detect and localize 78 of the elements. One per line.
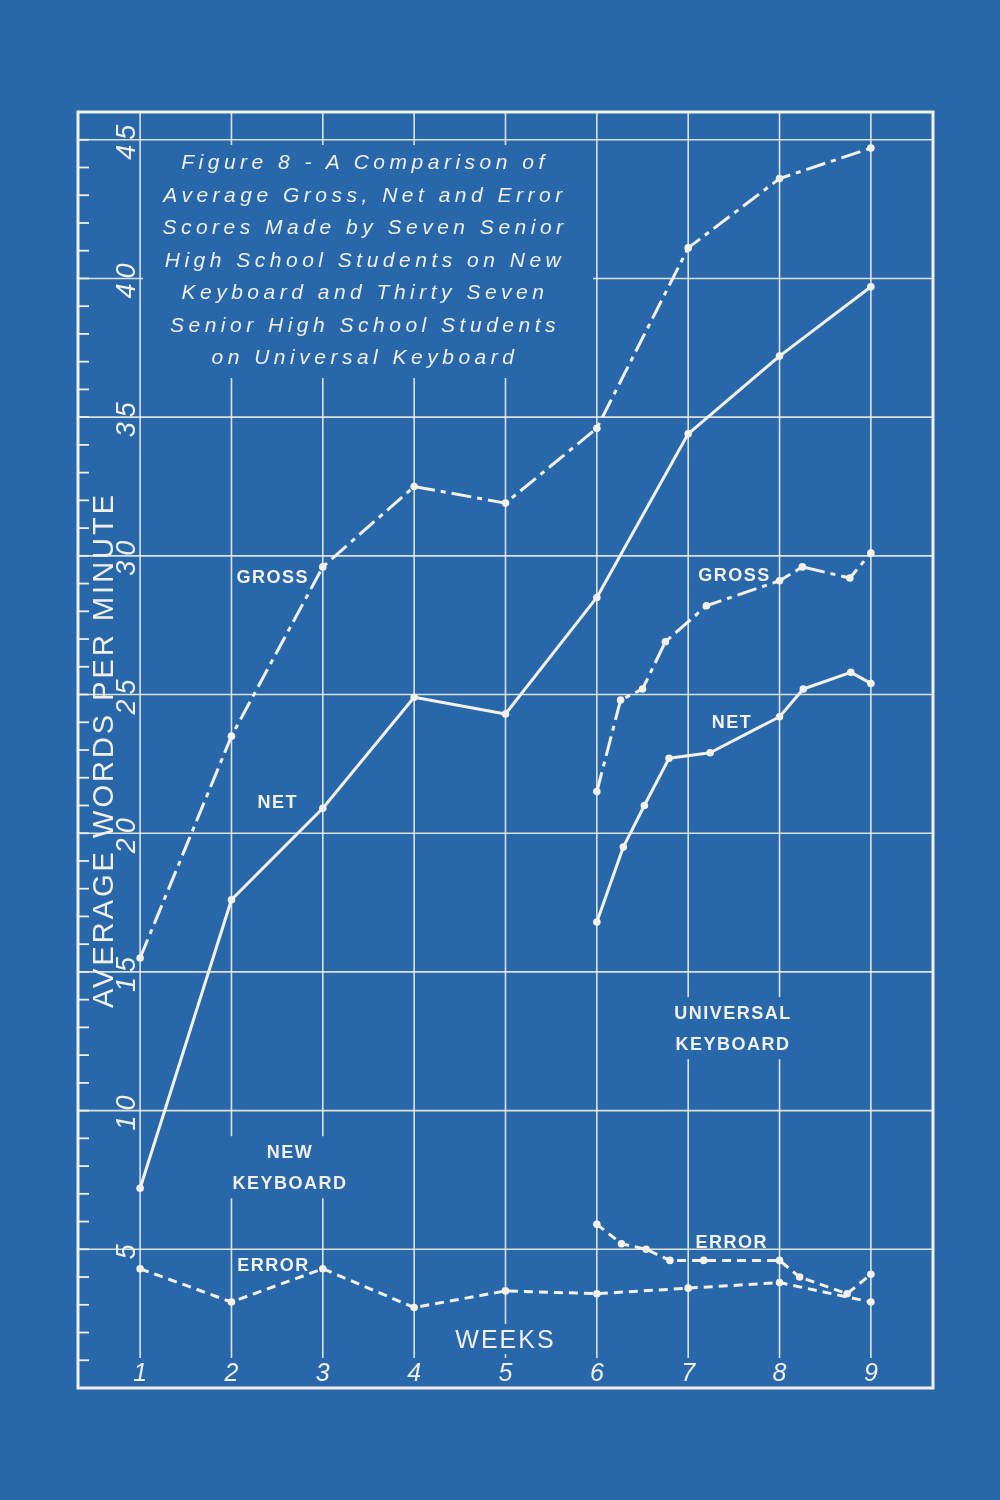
x-axis-title: WEEKS <box>455 1325 556 1353</box>
point <box>319 563 327 571</box>
point <box>775 1256 784 1265</box>
point <box>227 1298 236 1306</box>
point <box>640 801 649 810</box>
point <box>867 549 875 557</box>
x-tick-label: 6 <box>589 1358 604 1386</box>
point <box>843 1289 851 1298</box>
point <box>846 668 855 677</box>
point <box>617 1239 626 1248</box>
point <box>867 282 875 291</box>
point <box>593 1289 601 1298</box>
series-label: GROSS <box>236 566 310 587</box>
point <box>593 424 601 433</box>
point <box>410 693 418 702</box>
annotation: UNIVERSAL KEYBOARD <box>674 1002 792 1054</box>
point <box>706 748 714 757</box>
point <box>775 174 784 183</box>
point <box>867 1270 875 1279</box>
point <box>410 482 418 491</box>
x-tick-label: 3 <box>315 1358 330 1386</box>
x-tick-label: 5 <box>498 1358 513 1386</box>
x-tick-label: 4 <box>407 1358 422 1386</box>
point <box>775 576 784 585</box>
y-tick-label: 35 <box>111 397 141 438</box>
x-tick-label: 8 <box>772 1358 787 1386</box>
point <box>136 1184 144 1193</box>
point <box>593 787 601 796</box>
point <box>699 1256 708 1265</box>
series-label: GROSS <box>698 564 771 585</box>
point <box>136 954 144 962</box>
series-label: NET <box>257 792 299 813</box>
point <box>410 1303 418 1312</box>
point <box>319 804 327 813</box>
y-tick-label: 5 <box>111 1239 141 1260</box>
point <box>616 696 625 704</box>
point <box>661 638 670 646</box>
y-tick-label: 40 <box>111 258 141 299</box>
text: Figure 8 - A Comparison of Average Gross, Net and Error Scores Made by Seven Senior High School Students on New Keyboard and Thirty Seven Senior High School Students on Universal Keyboard <box>161 150 568 368</box>
point <box>775 352 784 360</box>
series-label: NET <box>711 711 753 732</box>
series-label: ERROR <box>695 1232 768 1253</box>
point <box>619 843 628 851</box>
y-tick-label: 45 <box>111 119 141 160</box>
point <box>684 1284 692 1292</box>
point <box>227 732 236 740</box>
point <box>867 1298 875 1306</box>
series-label: ERROR <box>237 1255 310 1276</box>
point <box>136 1264 144 1273</box>
x-tick-label: 9 <box>863 1358 878 1386</box>
x-tick-label: 1 <box>133 1358 148 1386</box>
point <box>798 563 807 571</box>
point <box>593 918 601 926</box>
point <box>795 1273 804 1281</box>
point <box>799 685 808 693</box>
point <box>684 244 692 252</box>
point <box>593 1220 601 1229</box>
point <box>666 1256 674 1265</box>
point <box>684 429 692 438</box>
point <box>867 679 875 688</box>
point <box>702 601 711 610</box>
point <box>638 685 647 693</box>
point <box>501 1287 510 1295</box>
point <box>501 499 510 507</box>
point <box>775 712 784 721</box>
point <box>846 574 854 582</box>
point <box>501 710 510 718</box>
point <box>593 593 601 602</box>
y-tick-label: 10 <box>111 1090 141 1131</box>
annotation: NEW KEYBOARD <box>232 1141 348 1193</box>
point <box>227 895 236 904</box>
point <box>642 1245 650 1254</box>
x-tick-label: 2 <box>223 1358 239 1386</box>
point <box>775 1278 784 1287</box>
point <box>319 1264 327 1273</box>
point <box>665 754 673 763</box>
x-tick-label: 7 <box>681 1358 697 1386</box>
point <box>867 144 875 152</box>
